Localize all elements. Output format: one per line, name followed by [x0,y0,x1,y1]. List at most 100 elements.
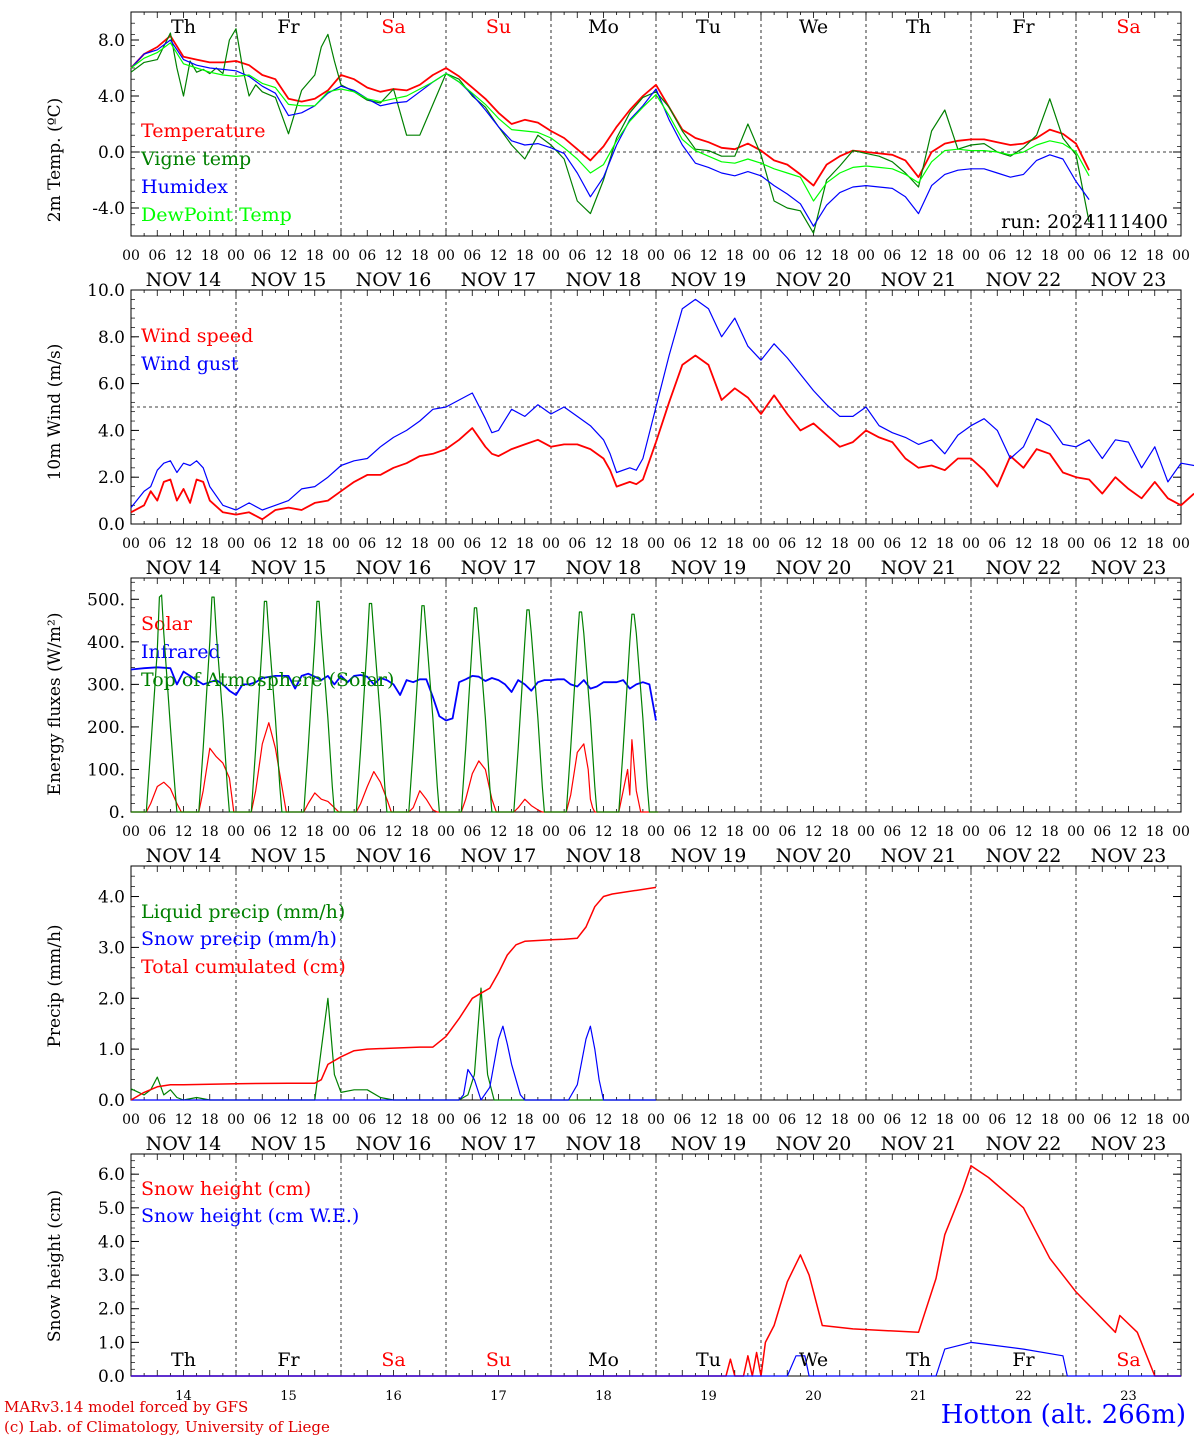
x-hour-label: 18 [831,536,849,552]
x-hour-label: 12 [700,1112,718,1128]
x-hour-label: 00 [542,248,560,264]
date-label: NOV 23 [1091,269,1167,291]
x-hour-label: 06 [883,1112,901,1128]
x-hour-label: 00 [122,1112,140,1128]
x-hour-label: 12 [700,824,718,840]
y-tick-label: 0.0 [98,515,125,535]
date-label: NOV 19 [671,845,747,867]
y-tick-label: 400. [87,633,125,653]
x-hour-label: 12 [595,824,613,840]
series-line-wind-1 [130,298,1194,511]
date-label: NOV 14 [146,557,222,579]
series-line-snow-0 [131,1165,1181,1377]
x-hour-label: 06 [463,536,481,552]
x-hour-label: 18 [1146,248,1164,264]
y-tick-label: 8.0 [98,328,125,348]
x-hour-label: 18 [1041,824,1059,840]
x-hour-label: 18 [726,824,744,840]
x-hour-label: 00 [857,536,875,552]
series-line-energy-2 [131,594,659,813]
day-number-label: 18 [595,1389,612,1400]
x-hour-label: 00 [647,248,665,264]
date-label: NOV 16 [356,845,432,867]
x-hour-label: 12 [280,248,298,264]
x-hour-label: 12 [280,536,298,552]
x-hour-label: 18 [726,536,744,552]
x-hour-label: 06 [463,248,481,264]
date-label: NOV 17 [461,845,537,867]
date-label: NOV 18 [566,1133,642,1155]
x-hour-label: 18 [1146,1112,1164,1128]
y-axis-label: 10m Wind (m/s) [45,344,65,481]
x-hour-label: 06 [358,248,376,264]
weekday-label-bottom: Tu [696,1349,721,1371]
x-hour-label: 00 [332,536,350,552]
weekday-label: Sa [381,16,405,38]
date-label: NOV 23 [1091,557,1167,579]
y-axis-label: Energy fluxes (W/m²) [45,613,65,796]
y-tick-label: 100. [87,760,125,780]
x-hour-label: 00 [1172,536,1190,552]
x-hour-label: 06 [988,824,1006,840]
legend-entry: Wind gust [141,353,239,375]
x-hour-label: 06 [148,536,166,552]
x-hour-label: 06 [463,1112,481,1128]
date-label: NOV 22 [986,269,1062,291]
y-tick-label: 4.0 [98,421,125,441]
x-hour-label: 12 [175,1112,193,1128]
y-tick-label: 0.0 [98,143,125,163]
run-label: run: 2024111400 [1001,211,1168,233]
x-hour-label: 00 [227,248,245,264]
meteogram: -4.0 0.0 4.0 8.0 2m Temp. (ºC) Temperature Vig… [45,11,1194,1400]
weekday-label: We [799,16,828,38]
weekday-label: Th [171,16,196,38]
x-hour-label: 00 [122,248,140,264]
x-hour-label: 06 [148,824,166,840]
weekday-label: Su [486,16,511,38]
date-label: NOV 22 [986,1133,1062,1155]
x-hour-label: 00 [227,536,245,552]
date-label: NOV 17 [461,269,537,291]
x-hour-label: 06 [358,536,376,552]
x-hour-label: 00 [542,536,560,552]
x-hour-label: 00 [962,1112,980,1128]
x-hour-label: 00 [647,1112,665,1128]
x-hour-label: 06 [673,1112,691,1128]
x-hour-label: 18 [201,824,219,840]
x-hour-label: 12 [490,1112,508,1128]
y-tick-label: 5.0 [98,1199,125,1219]
date-label: NOV 20 [776,1133,852,1155]
day-number-label: 23 [1120,1389,1137,1400]
legend-entry: Snow precip (mm/h) [141,928,337,950]
date-label: NOV 18 [566,557,642,579]
x-hour-label: 12 [1120,536,1138,552]
x-hour-label: 06 [358,1112,376,1128]
x-hour-label: 06 [1093,824,1111,840]
x-hour-label: 12 [910,1112,928,1128]
x-hour-label: 00 [857,1112,875,1128]
day-number-label: 14 [175,1389,192,1400]
x-hour-label: 00 [962,248,980,264]
x-hour-label: 18 [831,824,849,840]
y-tick-label: 2.0 [98,989,125,1009]
x-hour-label: 06 [988,536,1006,552]
date-label: NOV 20 [776,845,852,867]
x-hour-label: 00 [752,824,770,840]
x-hour-label: 00 [122,536,140,552]
series-line-wind-0 [130,354,1194,521]
series-line-temp-1 [130,28,1090,234]
x-hour-label: 18 [201,536,219,552]
date-label: NOV 15 [251,1133,327,1155]
x-hour-label: 18 [1041,248,1059,264]
x-hour-label: 06 [883,536,901,552]
x-hour-label: 18 [936,248,954,264]
x-hour-label: 00 [227,1112,245,1128]
weekday-label: Fr [277,16,300,38]
x-hour-label: 18 [1146,824,1164,840]
day-number-label: 17 [490,1389,507,1400]
x-hour-label: 18 [621,248,639,264]
x-hour-label: 12 [910,536,928,552]
x-hour-label: 12 [910,824,928,840]
x-hour-label: 06 [568,536,586,552]
y-tick-label: 0.0 [98,1367,125,1387]
